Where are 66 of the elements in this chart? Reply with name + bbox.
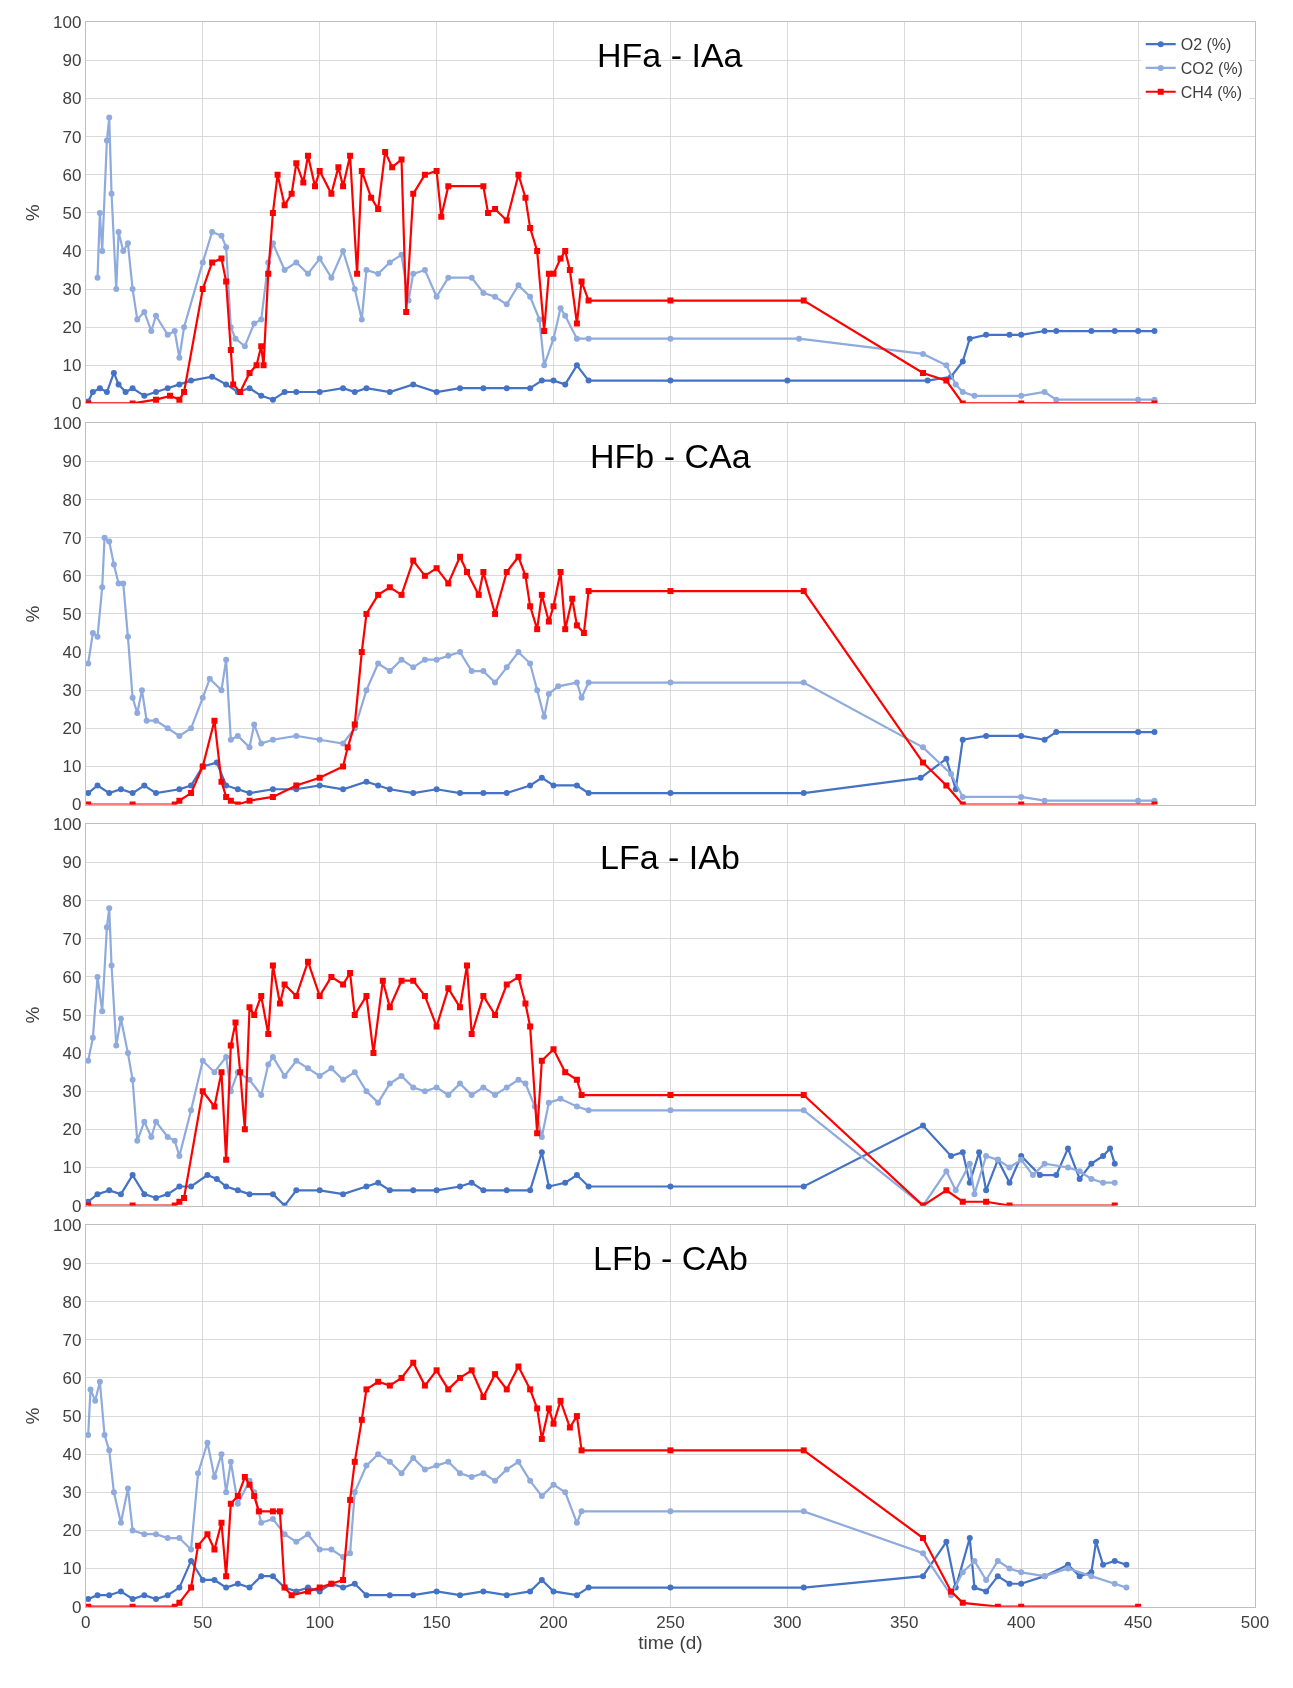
y-tick-label: 30 (62, 681, 82, 701)
chart-title: HFa - IAa (597, 36, 743, 74)
y-tick-label: 100 (53, 1216, 82, 1236)
y-tick-label: 0 (71, 795, 82, 815)
y-tick-label: 40 (62, 241, 82, 261)
y-tick-label: 60 (62, 1368, 82, 1388)
y-tick-label: 0 (71, 1196, 82, 1216)
chart-title: LFa - IAb (600, 838, 740, 876)
y-tick-label: 10 (62, 1158, 82, 1178)
y-axis-title: % (21, 204, 43, 222)
y-tick-label: 80 (62, 1292, 82, 1312)
y-tick-label: 100 (53, 13, 82, 33)
y-tick-label: 50 (62, 1407, 82, 1427)
x-tick-label: 150 (422, 1613, 451, 1633)
y-tick-label: 90 (62, 1254, 82, 1274)
y-tick-label: 70 (62, 127, 82, 147)
legend-label: CH4 (%) (1180, 84, 1243, 102)
y-tick-label: 60 (62, 165, 82, 185)
y-tick-label: 30 (62, 280, 82, 300)
y-tick-label: 40 (62, 1445, 82, 1465)
y-tick-label: 0 (71, 394, 82, 414)
y-tick-label: 20 (62, 1521, 82, 1541)
y-tick-label: 60 (62, 967, 82, 987)
y-tick-label: 70 (62, 1330, 82, 1350)
y-tick-label: 100 (53, 815, 82, 835)
y-tick-label: 20 (62, 719, 82, 739)
y-tick-label: 0 (71, 1597, 82, 1617)
legend-label: O2 (%) (1180, 36, 1232, 54)
y-tick-label: 50 (62, 1005, 82, 1025)
y-tick-label: 30 (62, 1082, 82, 1102)
y-tick-label: 80 (62, 89, 82, 109)
y-tick-label: 90 (62, 51, 82, 71)
y-tick-label: 100 (53, 414, 82, 434)
y-tick-label: 10 (62, 1559, 82, 1579)
x-tick-label: 350 (890, 1613, 919, 1633)
chart-title: HFb - CAa (590, 437, 751, 475)
y-tick-label: 70 (62, 528, 82, 548)
y-tick-label: 80 (62, 891, 82, 911)
y-tick-label: 90 (62, 853, 82, 873)
y-tick-label: 20 (62, 318, 82, 338)
y-tick-label: 10 (62, 757, 82, 777)
y-tick-label: 50 (62, 604, 82, 624)
y-tick-label: 70 (62, 929, 82, 949)
y-tick-label: 10 (62, 356, 82, 376)
x-tick-label: 500 (1240, 1613, 1270, 1633)
y-tick-label: 30 (62, 1483, 82, 1503)
y-tick-label: 80 (62, 490, 82, 510)
y-axis-title: % (21, 605, 43, 623)
x-axis-title: time (d) (638, 1632, 703, 1654)
x-tick-label: 400 (1007, 1613, 1036, 1633)
x-tick-label: 100 (305, 1613, 334, 1633)
y-axis-title: % (21, 1407, 43, 1425)
y-axis-title: % (21, 1006, 43, 1024)
y-tick-label: 20 (62, 1120, 82, 1140)
x-tick-label: 450 (1123, 1613, 1153, 1633)
y-tick-label: 50 (62, 203, 82, 223)
y-tick-label: 40 (62, 643, 82, 662)
x-tick-label: 250 (656, 1613, 685, 1633)
x-tick-label: 50 (193, 1613, 213, 1633)
x-tick-label: 300 (773, 1613, 802, 1633)
y-tick-label: 40 (62, 1044, 82, 1064)
x-tick-label: 200 (539, 1613, 568, 1633)
legend-label: CO2 (%) (1180, 60, 1243, 78)
y-tick-label: 90 (62, 452, 82, 472)
y-tick-label: 60 (62, 566, 82, 586)
chart-title: LFb - CAb (593, 1239, 748, 1277)
